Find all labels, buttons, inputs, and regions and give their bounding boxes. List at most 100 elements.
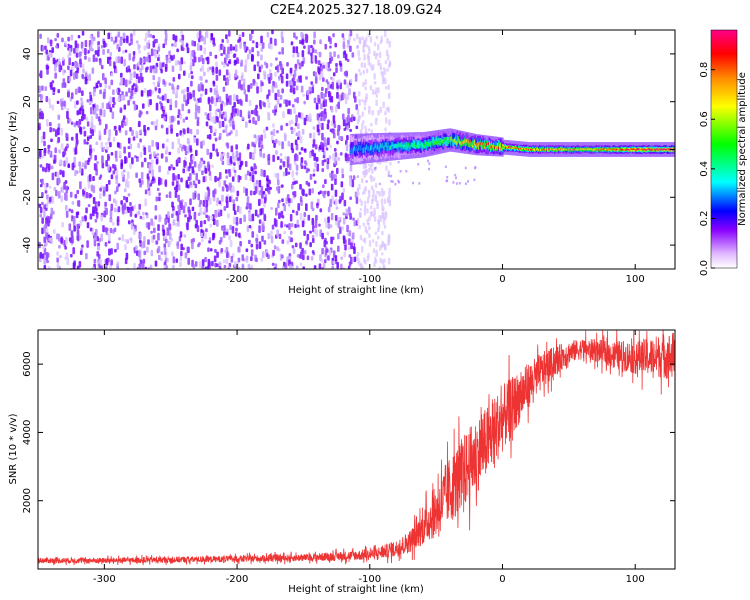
noise-cell <box>317 60 321 66</box>
signal-cell <box>418 144 421 149</box>
signal-cell <box>489 141 492 148</box>
noise-cell <box>292 209 295 214</box>
noise-cell <box>260 198 263 205</box>
noise-cell <box>222 259 226 264</box>
noise-cell <box>367 55 371 62</box>
noise-cell <box>300 146 304 151</box>
signal-cell <box>517 147 519 150</box>
noise-cell <box>200 232 203 237</box>
noise-cell <box>375 99 378 107</box>
noise-cell <box>139 243 142 247</box>
noise-cell <box>106 48 110 54</box>
noise-cell <box>108 129 111 137</box>
noise-cell <box>218 120 222 129</box>
noise-cell <box>177 184 181 191</box>
noise-cell <box>302 254 305 261</box>
signal-cell <box>621 148 624 151</box>
signal-scatter-cell <box>398 181 401 184</box>
noise-cell <box>148 163 152 171</box>
signal-cell <box>434 141 437 145</box>
noise-cell <box>205 79 208 83</box>
noise-cell <box>342 119 346 127</box>
noise-cell <box>93 233 97 242</box>
noise-cell <box>156 153 160 157</box>
noise-cell <box>260 64 264 69</box>
signal-cell <box>508 146 510 148</box>
noise-cell <box>133 262 136 269</box>
signal-cell <box>386 146 389 151</box>
noise-cell <box>162 43 166 49</box>
noise-cell <box>45 217 48 224</box>
noise-cell <box>231 176 235 182</box>
noise-cell <box>168 50 171 56</box>
noise-cell <box>363 39 366 46</box>
noise-cell <box>234 44 238 53</box>
noise-cell <box>310 52 313 57</box>
noise-cell <box>226 133 229 137</box>
signal-cell <box>620 147 623 151</box>
spectrogram-x-axis: -300 -200 -100 0 100 <box>93 30 645 285</box>
noise-cell <box>79 250 83 256</box>
snr-y-axis-label: SNR (10 * v/v) <box>8 413 19 484</box>
noise-cell <box>198 260 202 268</box>
noise-cell <box>181 34 185 41</box>
signal-cell <box>615 148 618 151</box>
signal-cell <box>645 149 648 151</box>
noise-cell <box>257 73 260 80</box>
signal-scatter-cell <box>452 181 455 184</box>
signal-cell <box>453 132 456 145</box>
noise-cell <box>164 93 167 101</box>
signal-cell <box>462 141 465 145</box>
noise-cell <box>240 59 244 67</box>
noise-cell <box>87 203 91 208</box>
noise-cell <box>68 57 71 66</box>
noise-cell <box>238 232 241 238</box>
noise-cell <box>311 84 315 88</box>
noise-cell <box>220 52 223 57</box>
noise-cell <box>232 188 235 193</box>
noise-cell <box>243 43 247 51</box>
noise-cell <box>266 98 270 103</box>
noise-cell <box>325 222 328 228</box>
noise-cell <box>193 161 197 168</box>
noise-cell <box>88 148 92 156</box>
noise-cell <box>171 181 175 186</box>
noise-cell <box>361 246 364 253</box>
noise-cell <box>110 248 113 255</box>
noise-cell <box>332 120 336 125</box>
noise-cell <box>109 227 113 234</box>
noise-cell <box>123 146 126 154</box>
noise-cell <box>352 217 355 221</box>
noise-cell <box>105 160 108 167</box>
noise-cell <box>285 224 289 228</box>
noise-cell <box>315 214 318 221</box>
noise-cell <box>64 204 68 211</box>
noise-cell <box>128 152 131 158</box>
noise-cell <box>213 255 217 263</box>
noise-cell <box>344 153 348 162</box>
noise-cell <box>60 143 64 150</box>
signal-cell <box>433 140 436 145</box>
noise-cell <box>244 59 248 66</box>
noise-cell <box>182 118 186 123</box>
noise-cell <box>272 109 275 114</box>
noise-cell <box>249 190 253 196</box>
signal-cell <box>397 143 400 153</box>
noise-cell <box>375 117 378 121</box>
noise-cell <box>94 206 98 214</box>
noise-cell <box>365 36 368 42</box>
noise-cell <box>327 216 330 223</box>
x-tick-label: 100 <box>626 274 645 285</box>
noise-cell <box>239 217 242 225</box>
noise-cell <box>388 187 391 193</box>
signal-cell <box>650 149 653 151</box>
noise-cell <box>171 141 175 150</box>
noise-cell <box>269 62 273 67</box>
noise-cell <box>247 212 251 219</box>
noise-cell <box>290 41 294 46</box>
signal-cell <box>444 138 447 142</box>
noise-cell <box>163 264 167 269</box>
noise-cell <box>325 147 329 151</box>
noise-cell <box>245 121 248 128</box>
noise-cell <box>106 103 109 110</box>
